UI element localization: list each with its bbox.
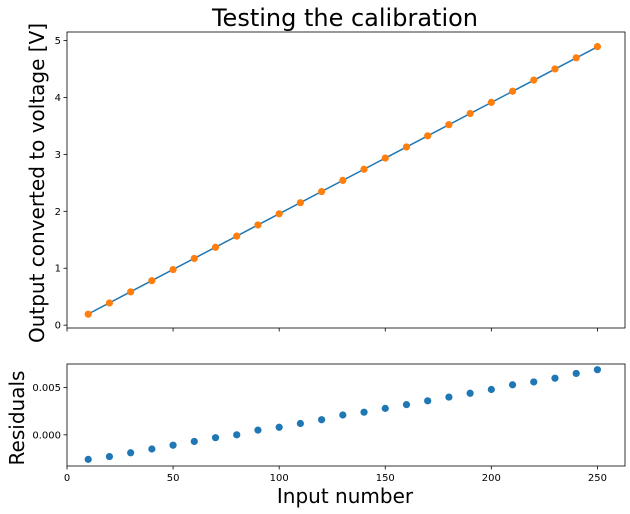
y-axis-label-residuals: Residuals <box>5 371 29 466</box>
y-tick-label: 0 <box>55 321 61 332</box>
residual-point <box>84 455 92 463</box>
calibration-point <box>593 43 602 51</box>
residual-point <box>466 389 474 397</box>
residual-point <box>233 431 241 439</box>
calibration-point <box>148 277 156 285</box>
residual-point <box>211 434 220 442</box>
calibration-point <box>275 210 283 218</box>
y-tick-label: 1 <box>55 264 61 275</box>
calibration-point <box>487 98 495 106</box>
calibration-point <box>381 154 389 162</box>
residuals-plot-frame <box>66 363 626 467</box>
calibration-plot-area <box>84 43 602 318</box>
calibration-point <box>127 288 135 296</box>
calibration-point <box>445 121 453 129</box>
calibration-point <box>360 165 368 173</box>
residual-point <box>127 449 135 457</box>
residual-point <box>381 404 389 412</box>
y-tick-label: 0.000 <box>32 430 61 441</box>
calibration-point <box>572 54 580 62</box>
calibration-point <box>105 299 114 307</box>
y-axis-residuals: 0.000 0.005 <box>32 383 67 441</box>
residual-point <box>339 411 347 419</box>
x-axis-top-ticks <box>66 328 598 332</box>
residual-point <box>148 445 156 453</box>
calibration-point <box>339 176 347 184</box>
residual-point <box>254 426 262 434</box>
calibration-point <box>296 199 304 207</box>
residual-point <box>508 381 517 389</box>
x-tick-label: 150 <box>376 473 395 484</box>
residual-point <box>551 374 559 382</box>
residual-point <box>593 366 602 374</box>
calibration-point <box>530 76 538 84</box>
calibration-point <box>551 65 559 73</box>
calibration-point <box>424 132 432 140</box>
calibration-chart: Testing the calibration Output converted… <box>25 4 626 343</box>
x-axis-input-number: 0 50 100 150 200 250 <box>64 466 607 484</box>
calibration-point <box>318 187 326 196</box>
chart-title: Testing the calibration <box>211 4 478 32</box>
residual-point <box>445 393 453 401</box>
calibration-point <box>84 310 92 318</box>
y-tick-label: 5 <box>55 36 61 47</box>
residual-point <box>572 369 580 378</box>
x-tick-label: 100 <box>270 473 289 484</box>
calibration-point <box>254 221 262 229</box>
residual-point <box>169 441 177 449</box>
y-tick-label: 0.005 <box>32 383 61 394</box>
x-tick-label: 0 <box>64 473 70 484</box>
residual-point <box>530 378 538 386</box>
residual-point <box>424 397 432 405</box>
residuals-plot-area <box>84 366 602 463</box>
x-tick-label: 200 <box>482 473 501 484</box>
residual-point <box>487 385 495 394</box>
residual-point <box>402 401 411 409</box>
calibration-plot-frame <box>66 31 626 329</box>
calibration-point <box>211 243 220 251</box>
calibration-point <box>466 109 474 118</box>
residual-point <box>296 419 304 428</box>
residuals-chart: Residuals Input number 0.000 0.005 0 50 100… <box>5 363 626 508</box>
y-axis-label-voltage: Output converted to voltage [V] <box>25 23 49 343</box>
residual-point <box>190 437 198 446</box>
x-tick-label: 250 <box>588 473 607 484</box>
residual-point <box>105 452 114 461</box>
calibration-point <box>233 232 241 240</box>
x-tick-label: 50 <box>167 473 180 484</box>
calibration-point <box>190 254 198 263</box>
calibration-point <box>508 87 517 95</box>
residual-point <box>275 423 283 431</box>
residual-point <box>318 416 326 424</box>
residual-point <box>360 408 368 416</box>
calibration-point <box>169 265 177 274</box>
x-axis-label-input-number: Input number <box>277 484 414 508</box>
calibration-point <box>402 143 411 151</box>
y-tick-label: 3 <box>55 150 61 161</box>
y-axis-voltage: 0 1 2 3 4 5 <box>55 36 67 332</box>
y-tick-label: 4 <box>55 93 61 104</box>
y-tick-label: 2 <box>55 207 61 218</box>
